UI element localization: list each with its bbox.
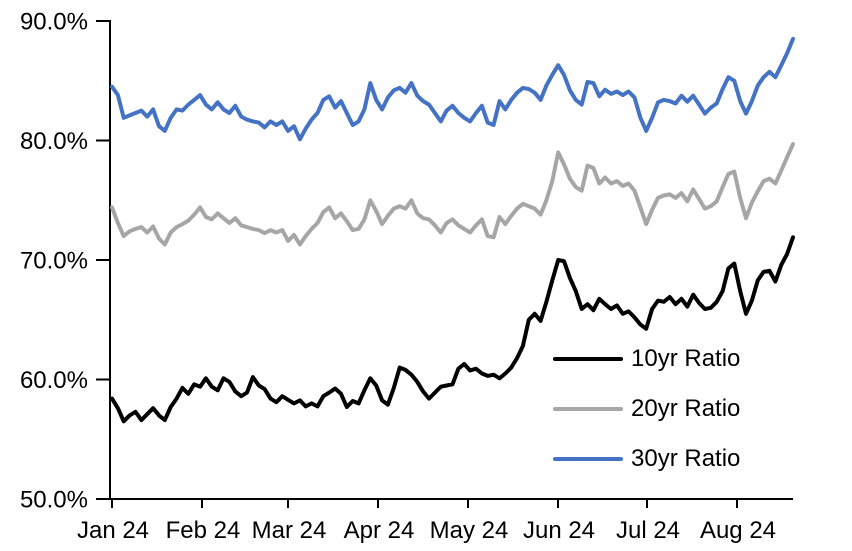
series-line-30yr-ratio — [110, 36, 795, 142]
legend-item-30yr-ratio: 30yr Ratio — [553, 434, 740, 484]
legend-swatch-20yr — [553, 407, 623, 411]
x-tick-label: Jul 24 — [616, 517, 680, 544]
y-tick-label: 50.0% — [20, 487, 88, 514]
x-tick-label: Apr 24 — [344, 517, 415, 544]
y-tick-label: 70.0% — [20, 248, 88, 275]
x-tick-label: Jan 24 — [77, 517, 149, 544]
legend-item-20yr-ratio: 20yr Ratio — [553, 384, 740, 434]
legend-item-10yr-ratio: 10yr Ratio — [553, 334, 740, 384]
y-tick-label: 80.0% — [20, 128, 88, 155]
series-line-20yr-ratio — [110, 142, 795, 247]
y-tick-label: 60.0% — [20, 367, 88, 394]
y-tick-label: 90.0% — [20, 9, 88, 36]
x-tick-label: May 24 — [430, 517, 509, 544]
x-tick-label: Aug 24 — [700, 517, 776, 544]
legend-label-30yr: 30yr Ratio — [631, 445, 741, 472]
series-line-10yr-ratio — [110, 235, 795, 424]
legend: 10yr Ratio 20yr Ratio 30yr Ratio — [553, 334, 740, 484]
x-tick-label: Feb 24 — [166, 517, 241, 544]
legend-label-10yr: 10yr Ratio — [631, 345, 741, 372]
legend-swatch-10yr — [553, 357, 623, 361]
x-tick-label: Jun 24 — [523, 517, 595, 544]
legend-swatch-30yr — [553, 457, 623, 461]
legend-label-20yr: 20yr Ratio — [631, 395, 741, 422]
x-tick-label: Mar 24 — [252, 517, 327, 544]
